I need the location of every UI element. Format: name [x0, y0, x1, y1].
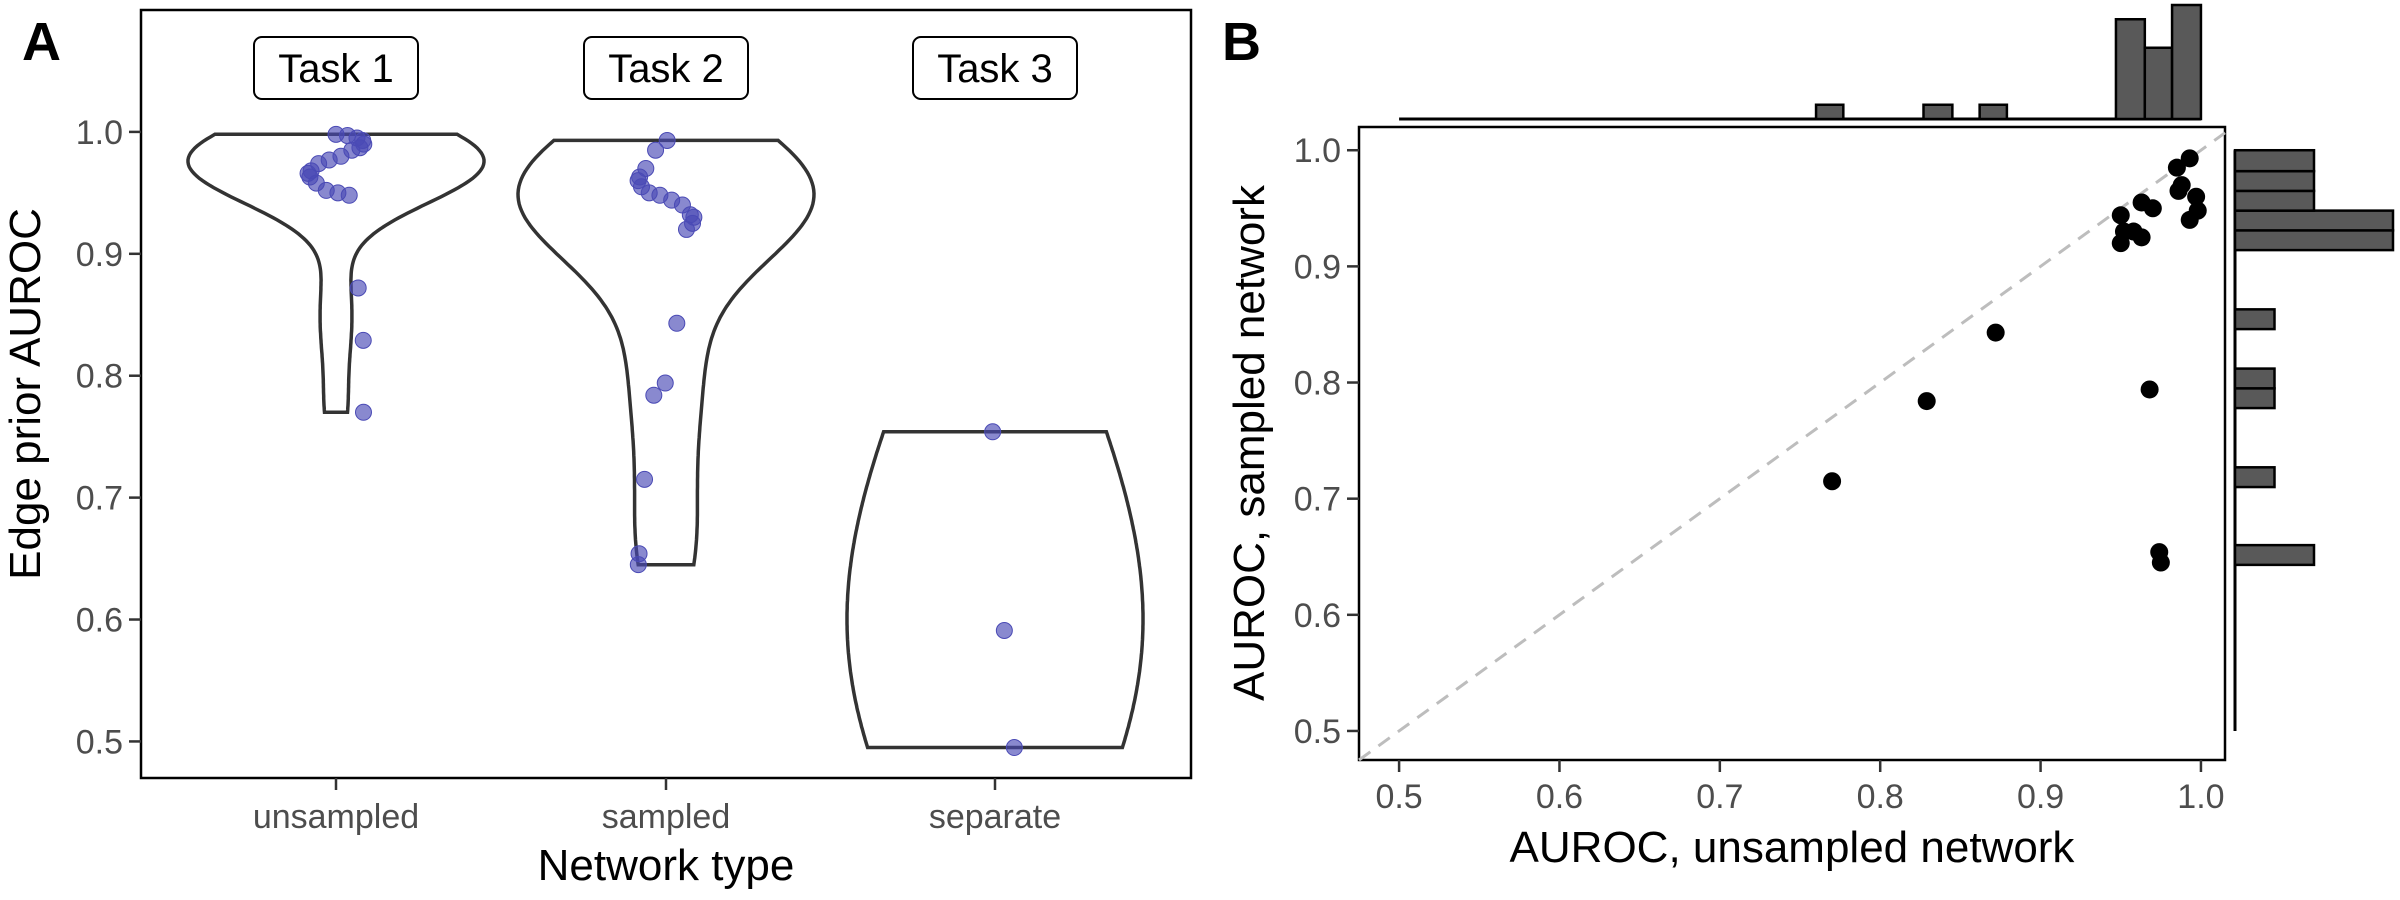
scatter-point [2151, 553, 2170, 572]
violin-point [668, 314, 686, 332]
y-tick-label: 0.6 [1294, 597, 1341, 635]
y-tick-label: 0.9 [76, 236, 123, 274]
panel-a-frame [139, 8, 1193, 780]
task-labels: Task 1 Task 2 Task 3 [253, 36, 1078, 100]
violin-point [340, 186, 358, 204]
y-tick-label: 0.6 [76, 602, 123, 640]
task-label: Task 1 [278, 47, 394, 91]
right-histogram-bar [2233, 209, 2395, 232]
x-tick-label: 0.9 [2017, 778, 2064, 816]
violin-point [984, 423, 1002, 441]
violin-separate [845, 430, 1145, 750]
scatter-points [1823, 149, 2207, 572]
x-tick-label: 0.7 [1696, 778, 1743, 816]
right-histogram-bar [2233, 543, 2316, 567]
panel-b-letter: B [1222, 12, 1261, 72]
panel-b-x-title: AUROC, unsampled network [1510, 823, 2076, 872]
panel-b-x-axis: 0.5 0.6 0.7 0.8 0.9 1.0 [1375, 760, 2225, 816]
right-histogram-bar [2233, 308, 2276, 331]
right-histogram-bar [2233, 148, 2316, 173]
x-tick-label: 0.6 [1536, 778, 1583, 816]
panel-a-y-axis: 0.5 0.6 0.7 0.8 0.9 1.0 [76, 114, 141, 761]
task-label-box [583, 36, 749, 100]
violin-point [645, 386, 663, 404]
right-histogram-bar [2233, 387, 2276, 410]
x-tick-label: 0.5 [1375, 778, 1422, 816]
panel-b-y-axis: 0.5 0.6 0.7 0.8 0.9 1.0 [1294, 132, 1359, 751]
top-histogram-bar [2170, 3, 2203, 121]
scatter-point [1917, 392, 1936, 411]
violin-point [636, 470, 654, 488]
violin-point [1005, 739, 1023, 757]
top-histogram-bar [2114, 18, 2147, 121]
panel-a-x-title: Network type [538, 841, 795, 890]
violin-point [656, 374, 674, 392]
scatter-point [2180, 149, 2199, 168]
scatter-point [2167, 158, 2186, 177]
panel-b-y-title: AUROC, sampled network [1225, 184, 1274, 701]
panel-a-x-axis: unsampled sampled separate [253, 778, 1061, 836]
top-histogram-bar [1978, 103, 2009, 121]
y-tick-label: 0.8 [76, 358, 123, 396]
y-tick-label: 0.7 [76, 480, 123, 518]
scatter-point [2143, 199, 2162, 218]
top-marginal-histogram [1399, 3, 2203, 121]
x-tick-label: 1.0 [2177, 778, 2224, 816]
task-label: Task 2 [608, 47, 724, 91]
scatter-point [1823, 472, 1842, 491]
y-tick-label: 0.5 [1294, 713, 1341, 751]
y-tick-label: 1.0 [1294, 132, 1341, 170]
top-histogram-bar [2143, 46, 2174, 121]
x-tick-label: sampled [602, 798, 731, 836]
violin-point [349, 279, 367, 297]
right-histogram-bar [2233, 189, 2316, 212]
task-label-box [912, 36, 1078, 100]
x-tick-label: 0.8 [1857, 778, 1904, 816]
violin-unsampled [186, 132, 486, 415]
violin-point [354, 403, 372, 421]
y-tick-label: 0.9 [1294, 248, 1341, 286]
right-marginal-histogram [2233, 148, 2395, 731]
y-tick-label: 0.8 [1294, 365, 1341, 403]
scatter-point [2132, 228, 2151, 247]
scatter-point [2172, 176, 2191, 195]
violin-points [299, 125, 1023, 757]
right-histogram-bar [2233, 466, 2276, 489]
identity-reference-line [1358, 131, 2226, 762]
top-histogram-bar [1922, 103, 1954, 121]
top-histogram-bar [1814, 103, 1845, 121]
violin-point [647, 141, 665, 159]
scatter-point [2140, 380, 2159, 399]
violin-point [677, 220, 695, 238]
scatter-point [2187, 187, 2206, 206]
task-label-box [253, 36, 419, 100]
x-tick-label: unsampled [253, 798, 419, 836]
violins [186, 132, 1145, 750]
right-histogram-bar [2233, 229, 2395, 252]
violin-point [995, 621, 1013, 639]
y-tick-label: 1.0 [76, 114, 123, 152]
panel-a-y-title: Edge prior AUROC [1, 208, 50, 580]
x-tick-label: separate [929, 798, 1061, 836]
task-label: Task 3 [937, 47, 1053, 91]
y-tick-label: 0.7 [1294, 481, 1341, 519]
panel-a-letter: A [22, 12, 61, 72]
violin-point [354, 331, 372, 349]
scatter-point [2188, 201, 2207, 220]
scatter-chart: 0.5 0.6 0.7 0.8 0.9 1.0 0.5 0.6 0.7 0.8 0.9 1.0 AU… [1225, 3, 2395, 872]
scatter-point [1986, 323, 2005, 342]
right-histogram-bar [2233, 169, 2316, 193]
panel-b-frame [1357, 125, 2227, 762]
scatter-point [2111, 206, 2130, 225]
y-tick-label: 0.5 [76, 723, 123, 761]
violin-sampled [516, 138, 816, 567]
violin-point [629, 556, 647, 574]
right-histogram-bar [2233, 367, 2276, 390]
violin-point [658, 131, 676, 149]
violin-chart: 0.5 0.6 0.7 0.8 0.9 1.0 unsampled sampled separ… [1, 8, 1193, 890]
